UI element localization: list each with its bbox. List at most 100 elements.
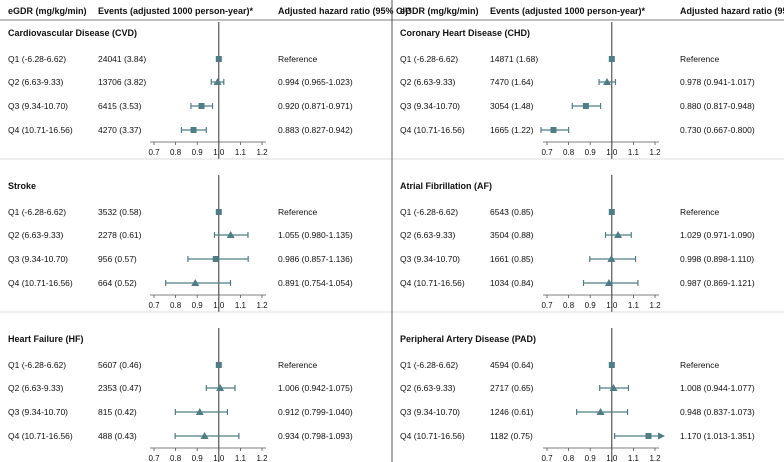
point-estimate-marker [195,408,204,415]
point-estimate-marker [216,384,225,391]
x-tick-label: 1.2 [256,454,268,462]
point-estimate-marker [614,231,623,238]
point-estimate-marker [608,209,615,215]
header-egdr: eGDR (mg/kg/min) [400,6,479,16]
row-events: 956 (0.57) [98,254,137,264]
panel-title: Heart Failure (HF) [8,334,84,344]
x-tick-label: 1.2 [256,148,268,157]
x-tick-label: 0.9 [192,301,204,310]
row-label: Q4 (10.71-16.56) [8,125,73,135]
row-events: 24041 (3.84) [98,54,146,64]
x-tick-label: 0.7 [148,301,160,310]
row-hazard-ratio-text: 0.998 (0.898-1.110) [680,254,754,264]
row-hazard-ratio-text: Reference [278,360,317,370]
row-hazard-ratio-text: 0.883 (0.827-0.942) [278,125,353,135]
row-events: 488 (0.43) [98,431,137,441]
row-hazard-ratio-text: Reference [680,54,719,64]
point-estimate-marker [215,362,222,368]
row-events: 3504 (0.88) [490,230,534,240]
x-tick-label: 1.2 [649,454,661,462]
row-hazard-ratio-text: Reference [278,54,317,64]
row-events: 1246 (0.61) [490,407,534,417]
row-label: Q2 (6.63-9.33) [8,383,63,393]
row-label: Q4 (10.71-16.56) [400,278,465,288]
row-hazard-ratio-text: 0.986 (0.857-1.136) [278,254,353,264]
row-label: Q3 (9.34-10.70) [400,407,460,417]
row-label: Q1 (-6.28-6.62) [8,54,66,64]
row-hazard-ratio-text: Reference [278,207,317,217]
row-label: Q1 (-6.28-6.62) [8,360,66,370]
row-hazard-ratio-text: 0.994 (0.965-1.023) [278,77,353,87]
panel-title: Stroke [8,181,36,191]
row-hazard-ratio-text: 1.170 (1.013-1.351) [680,431,755,441]
row-events: 13706 (3.82) [98,77,146,87]
point-estimate-marker [226,231,235,238]
x-tick-label: 1.1 [628,301,640,310]
row-hazard-ratio-text: 0.978 (0.941-1.017) [680,77,755,87]
row-events: 1665 (1.22) [490,125,534,135]
row-label: Q3 (9.34-10.70) [400,254,460,264]
row-label: Q4 (10.71-16.56) [400,431,465,441]
row-hazard-ratio-text: 0.730 (0.667-0.800) [680,125,755,135]
x-tick-label: 0.8 [563,301,575,310]
row-label: Q1 (-6.28-6.62) [400,54,458,64]
row-label: Q3 (9.34-10.70) [8,407,68,417]
x-tick-label: 0.9 [585,454,597,462]
header-hazard-ratio: Adjusted hazard ratio (95% CI)* [680,6,784,16]
panel-title: Atrial Fibrillation (AF) [400,181,492,191]
point-estimate-marker [645,433,652,439]
x-tick-label: 1.0 [606,454,618,462]
x-tick-label: 1.0 [606,301,618,310]
row-events: 664 (0.52) [98,278,137,288]
x-tick-label: 1.2 [256,301,268,310]
x-tick-label: 0.7 [541,301,553,310]
row-events: 2278 (0.61) [98,230,142,240]
row-events: 3054 (1.48) [490,101,534,111]
point-estimate-marker [608,362,615,368]
x-tick-label: 0.9 [585,301,597,310]
point-estimate-marker [198,103,205,109]
row-hazard-ratio-text: 0.912 (0.799-1.040) [278,407,353,417]
ci-arrow-right [658,432,665,440]
x-tick-label: 0.8 [170,454,182,462]
header-events: Events (adjusted 1000 person-year)* [98,6,254,16]
row-label: Q3 (9.34-10.70) [8,101,68,111]
point-estimate-marker [608,56,615,62]
row-label: Q2 (6.63-9.33) [400,383,455,393]
x-tick-label: 1.2 [649,301,661,310]
point-estimate-marker [212,256,219,262]
row-hazard-ratio-text: 1.006 (0.942-1.075) [278,383,353,393]
row-hazard-ratio-text: 0.987 (0.869-1.121) [680,278,755,288]
row-label: Q1 (-6.28-6.62) [8,207,66,217]
row-label: Q4 (10.71-16.56) [400,125,465,135]
x-tick-label: 0.7 [148,454,160,462]
row-events: 1182 (0.75) [490,431,533,441]
x-tick-label: 1.1 [628,454,640,462]
row-hazard-ratio-text: 0.891 (0.754-1.054) [278,278,353,288]
x-tick-label: 0.7 [541,148,553,157]
x-tick-label: 0.7 [148,148,160,157]
header-egdr: eGDR (mg/kg/min) [8,6,87,16]
x-tick-label: 0.8 [563,148,575,157]
row-hazard-ratio-text: 0.948 (0.837-1.073) [680,407,755,417]
x-tick-label: 1.0 [213,148,225,157]
row-events: 2717 (0.65) [490,383,534,393]
point-estimate-marker [190,127,197,133]
row-label: Q2 (6.63-9.33) [400,77,455,87]
x-tick-label: 1.1 [235,454,247,462]
row-events: 2353 (0.47) [98,383,142,393]
point-estimate-marker [607,255,616,262]
row-hazard-ratio-text: 1.008 (0.944-1.077) [680,383,755,393]
point-estimate-marker [609,384,618,391]
row-events: 14871 (1.68) [490,54,538,64]
x-tick-label: 1.1 [235,148,247,157]
panel-title: Coronary Heart Disease (CHD) [400,28,530,38]
header-hazard-ratio: Adjusted hazard ratio (95% CI)* [278,6,412,16]
row-events: 7470 (1.64) [490,77,534,87]
point-estimate-marker [550,127,557,133]
row-hazard-ratio-text: 0.934 (0.798-1.093) [278,431,353,441]
panel-title: Cardiovascular Disease (CVD) [8,28,137,38]
row-label: Q4 (10.71-16.56) [8,431,73,441]
row-events: 4594 (0.64) [490,360,534,370]
